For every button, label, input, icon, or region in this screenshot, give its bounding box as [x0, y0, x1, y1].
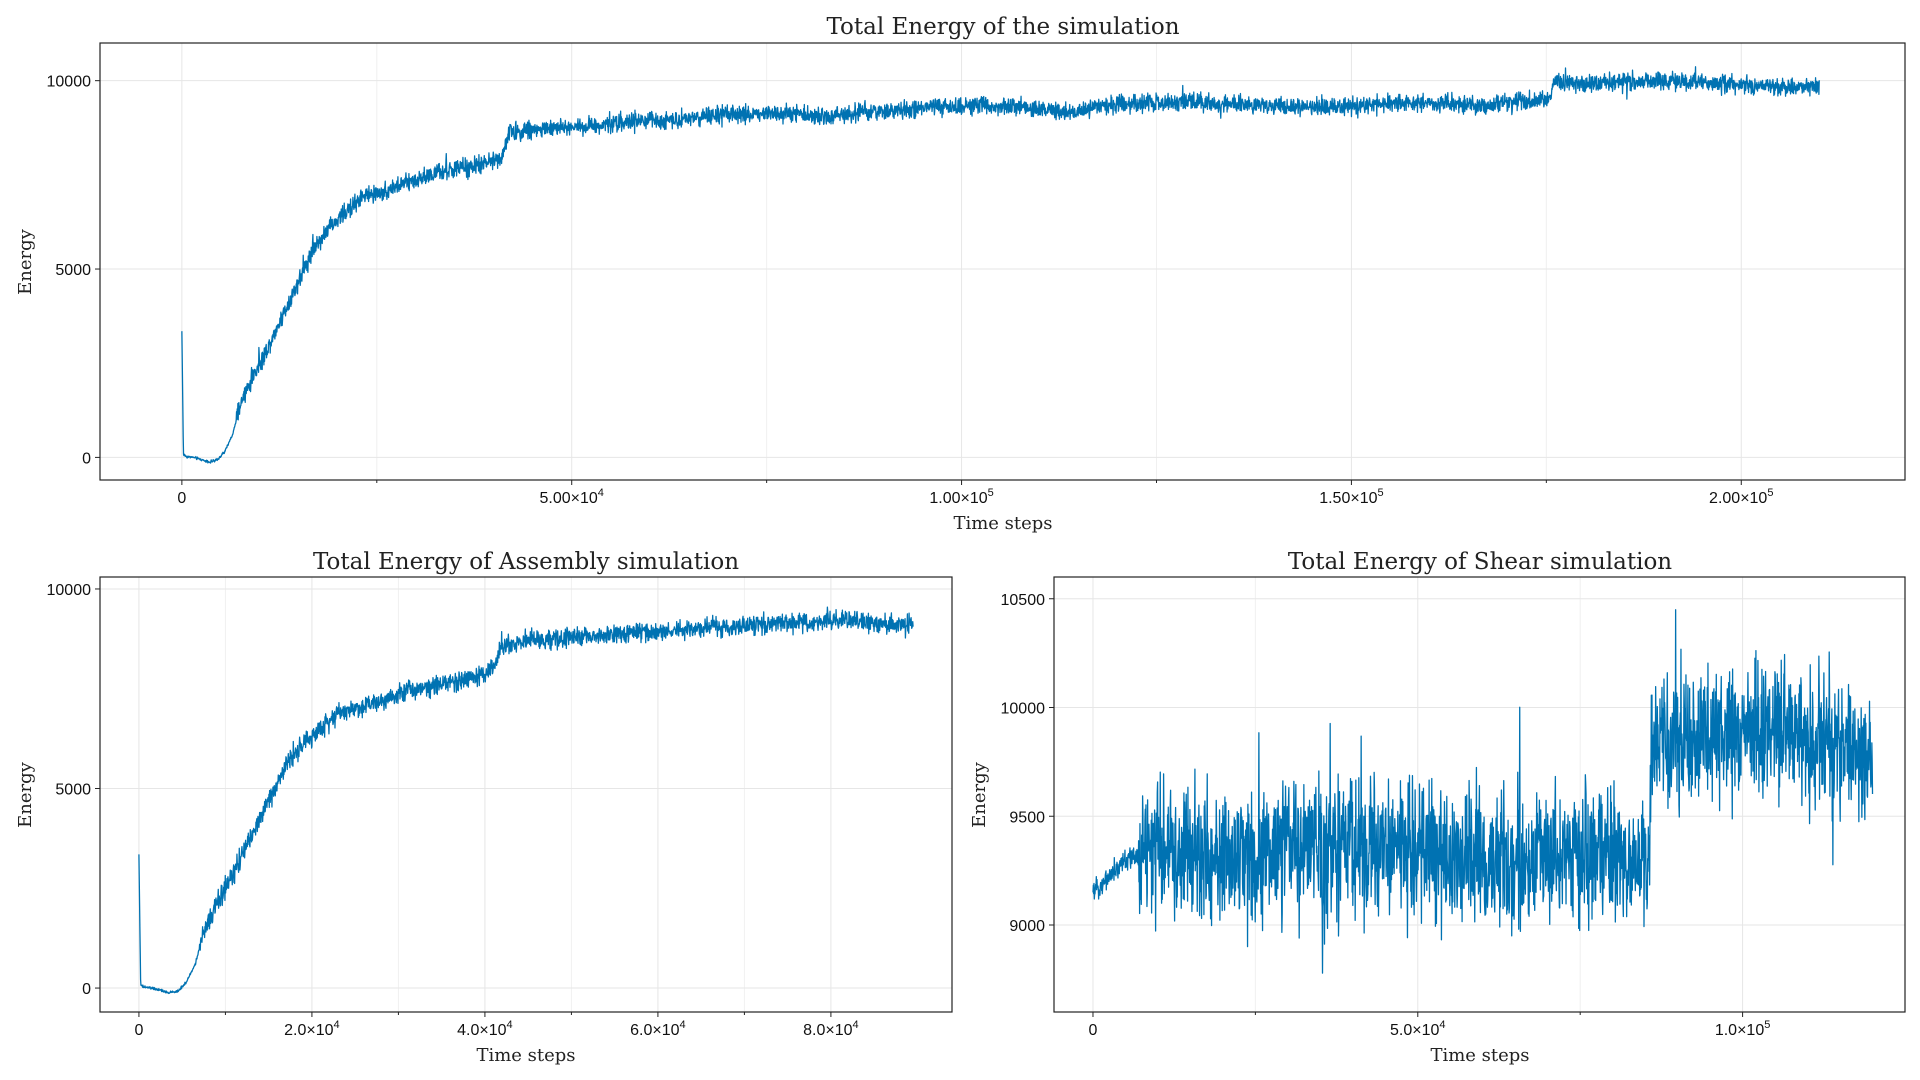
x-axis-label: Time steps	[476, 1045, 575, 1066]
energy-series-line	[138, 606, 914, 995]
y-tick-label: 10000	[47, 74, 92, 91]
y-tick-label: 9000	[1009, 918, 1045, 935]
x-tick-label: 4.0×104	[457, 1019, 513, 1039]
y-axis-label: Energy	[969, 761, 990, 828]
chart-assembly-simulation: Total Energy of Assembly simulation 0 2.0…	[15, 549, 953, 1066]
y-tick-label: 5000	[55, 782, 91, 799]
x-tick-label: 0	[134, 1022, 143, 1039]
x-tick-label: 8.0×104	[803, 1019, 859, 1039]
chart-shear-simulation: Total Energy of Shear simulation 0 5.0×10…	[969, 549, 1906, 1066]
energy-series-line	[181, 66, 1820, 464]
x-axis-label: Time steps	[953, 513, 1052, 534]
y-tick-label: 10000	[1001, 701, 1046, 718]
chart-title: Total Energy of the simulation	[826, 14, 1179, 40]
energy-series-line	[1092, 609, 1874, 974]
chart-title: Total Energy of Shear simulation	[1288, 549, 1672, 575]
x-tick-label: 1.50×105	[1319, 487, 1383, 507]
y-tick-label: 10000	[47, 582, 92, 599]
y-tick-label: 5000	[55, 262, 91, 279]
x-tick-label: 1.0×105	[1715, 1019, 1771, 1039]
x-tick-label: 1.00×105	[929, 487, 993, 507]
x-tick-label: 5.00×104	[540, 487, 604, 507]
x-axis-label: Time steps	[1430, 1045, 1529, 1066]
y-tick-label: 9500	[1009, 809, 1045, 826]
x-tick-label: 0	[177, 490, 186, 507]
chart-title: Total Energy of Assembly simulation	[313, 549, 739, 575]
plot-frame	[99, 576, 953, 1013]
x-tick-label: 6.0×104	[630, 1019, 686, 1039]
chart-total-energy-simulation: Total Energy of the simulation 0 5.00×104…	[15, 14, 1906, 534]
plot-frame	[1053, 576, 1906, 1013]
y-tick-label: 0	[82, 981, 91, 998]
x-tick-label: 2.0×104	[284, 1019, 340, 1039]
x-tick-label: 5.0×104	[1390, 1019, 1446, 1039]
plot-frame	[99, 42, 1906, 481]
x-tick-label: 2.00×105	[1709, 487, 1773, 507]
y-tick-label: 10500	[1001, 592, 1046, 609]
x-tick-label: 0	[1089, 1022, 1098, 1039]
y-axis-label: Energy	[15, 228, 36, 295]
y-tick-label: 0	[82, 450, 91, 467]
y-axis-label: Energy	[15, 761, 36, 828]
